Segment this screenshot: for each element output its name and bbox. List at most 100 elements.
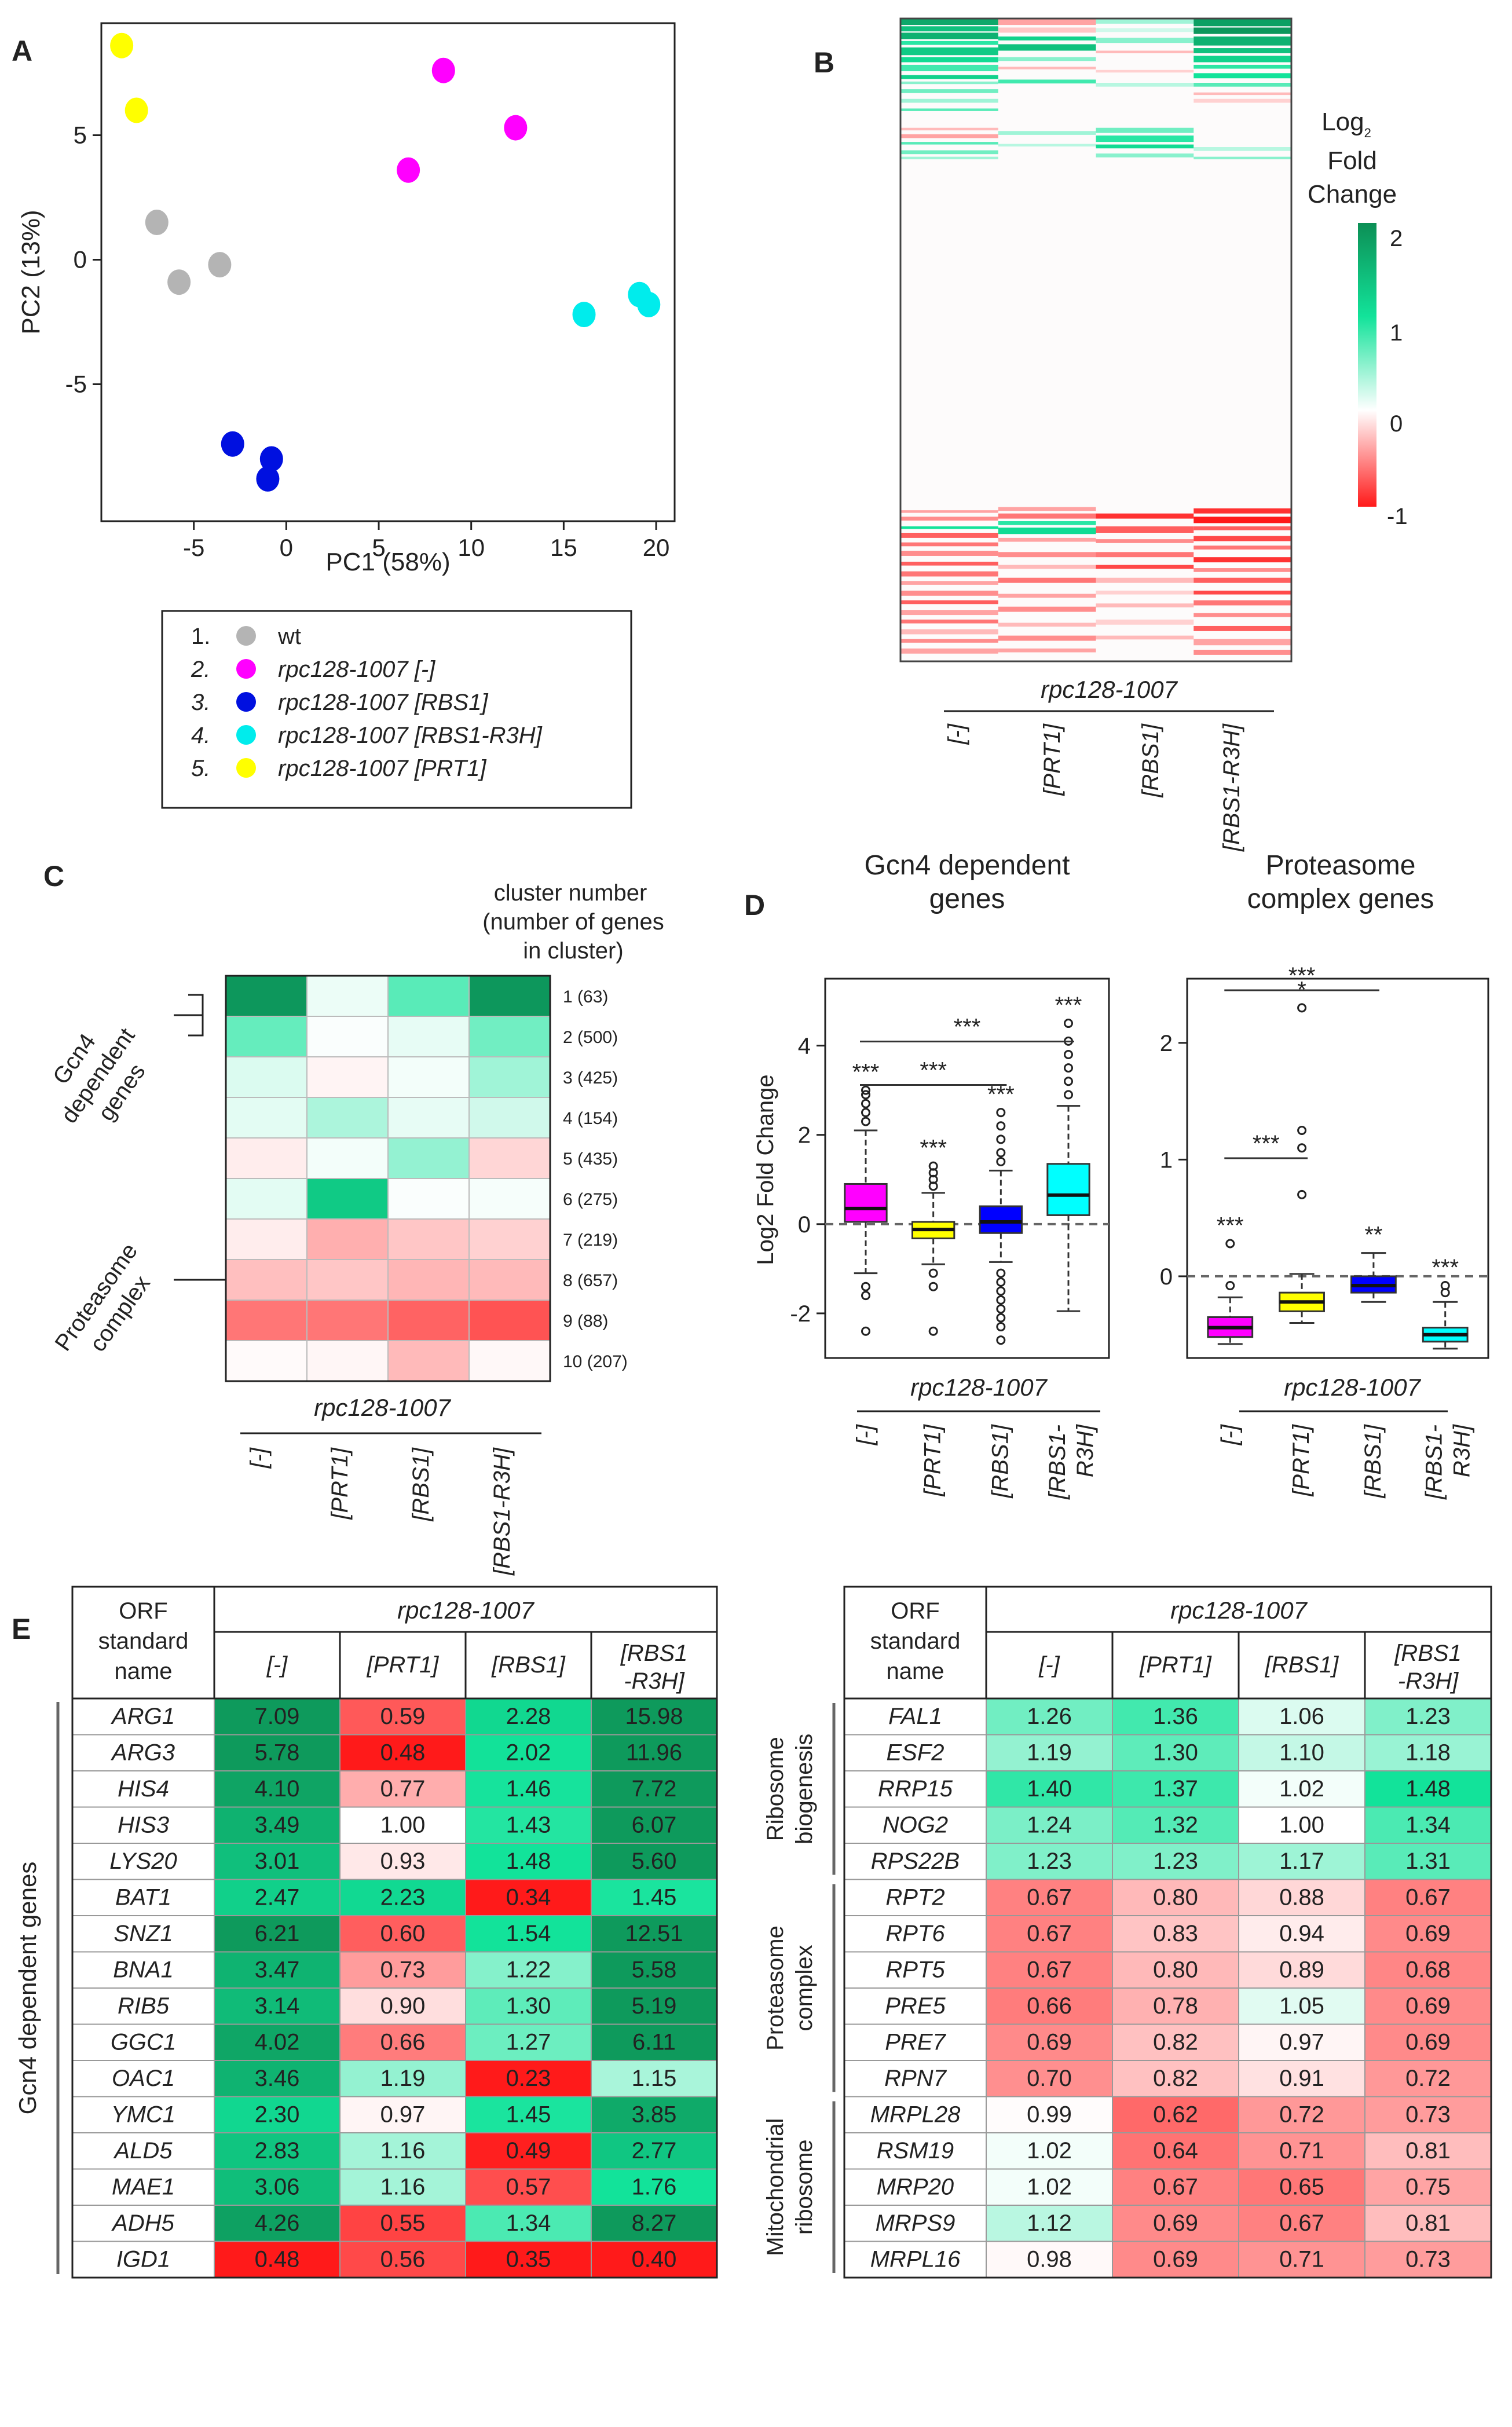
table-right: ORF standard name rpc128-1007 [-] [PRT1] [RBS1…: [763, 1586, 1492, 2279]
table-gene-cell: [72, 1951, 215, 1989]
heatmap-b-cell: [1194, 36, 1291, 46]
boxplot-category-label: [RBS1-: [1045, 1425, 1070, 1500]
boxplot-significance: **: [1364, 1222, 1382, 1248]
pca-point-rpc128-1007: [397, 157, 420, 183]
table-value-cell: [1238, 1951, 1365, 1989]
heatmap-b-cell: [1194, 568, 1291, 572]
panel-d: Gcn4 dependent genes Proteasome complex …: [753, 850, 1489, 1500]
table-value: 0.69: [1027, 2030, 1072, 2055]
boxplot-outlier: [861, 1085, 870, 1095]
legend-marker: [236, 626, 256, 646]
heatmap-b-cell: [900, 81, 998, 85]
table-gene-arg1: ARG1: [111, 1704, 175, 1729]
heatmap-b-cell: [1194, 19, 1291, 27]
heatmap-b-cell: [998, 528, 1096, 535]
table-value-cell: [465, 2241, 592, 2278]
boxplot-y-label: Log2 Fold Change: [753, 1074, 778, 1265]
cluster-label: 1 (63): [563, 987, 608, 1006]
boxplot-gcn4-title-2: genes: [929, 884, 1005, 914]
panel-b: Log2 Fold Change 2 1 0 -1 rpc128-1007 [-…: [899, 17, 1408, 852]
table-value: 0.69: [1153, 2247, 1198, 2272]
table-value: 1.02: [1027, 2175, 1072, 2200]
table-value-cell: [214, 1987, 341, 2025]
cluster-cell: [387, 1178, 470, 1220]
boxplot-category-label: R3H]: [1072, 1424, 1098, 1477]
panel-label-a: A: [12, 35, 32, 67]
heatmap-b-cell: [1096, 144, 1194, 149]
table-gene-rpt6: RPT6: [885, 1921, 945, 1946]
table-gene-bna1: BNA1: [113, 1957, 174, 1983]
table-gene-cell: [844, 1843, 987, 1880]
table-group-header: rpc128-1007: [1170, 1597, 1308, 1624]
table-gene-rps22b: RPS22B: [871, 1848, 960, 1874]
boxplot-category-label: [RBS1]: [987, 1424, 1013, 1499]
boxplot-outlier: [1064, 1050, 1073, 1059]
table-value: 1.00: [380, 1813, 426, 1838]
table-value: 0.91: [1279, 2066, 1324, 2091]
heatmap-b-cell: [900, 629, 998, 635]
cluster-cell: [387, 1097, 470, 1139]
boxplot-category-label: [RBS1]: [1360, 1424, 1386, 1499]
table-value-cell: [1112, 1734, 1239, 1771]
table-value: 0.82: [1153, 2030, 1198, 2055]
table-value: 1.02: [1279, 1776, 1324, 1802]
boxplot-outlier: [996, 1335, 1006, 1345]
table-col-header: [PRT1]: [1139, 1652, 1212, 1678]
cluster-cell: [306, 1340, 389, 1382]
heatmap-b-cell: [900, 98, 998, 103]
table-value: 4.02: [255, 2030, 300, 2055]
table-gene-ggc1: GGC1: [111, 2030, 176, 2055]
table-value: 1.32: [1153, 1813, 1198, 1838]
heatmap-b-cell: [1096, 69, 1194, 73]
table-gene-fal1: FAL1: [888, 1704, 942, 1729]
pca-y-tick-label: 0: [74, 246, 87, 273]
heatmap-b-cell: [1194, 600, 1291, 606]
table-value-cell: [465, 1843, 592, 1880]
boxplot-outlier: [861, 1099, 870, 1108]
table-value: 0.70: [1027, 2066, 1072, 2091]
boxplot-category-label: [-]: [852, 1424, 878, 1445]
legend-label-rpc128-1007-rbs1: rpc128-1007 [RBS1]: [278, 690, 488, 715]
heatmap-b-cell: [1096, 136, 1194, 142]
table-col-header: -R3H]: [1398, 1668, 1459, 1694]
boxplot-outlier: [1225, 1281, 1235, 1291]
table-value: 0.67: [1027, 1885, 1072, 1910]
heatmap-b-group-label: rpc128-1007: [1041, 676, 1178, 703]
table-value-cell: [1112, 2096, 1239, 2133]
colorbar-title-log: Log2: [1321, 108, 1371, 140]
heatmap-b-cell: [1194, 56, 1291, 63]
table-gene-rib5: RIB5: [118, 1993, 170, 2019]
heatmap-b-cell: [900, 142, 998, 145]
boxplot-significance: ***: [1217, 1213, 1244, 1238]
boxplot-significance: ***: [1432, 1255, 1459, 1280]
legend-marker: [236, 692, 256, 712]
heatmap-b-cell: [1194, 27, 1291, 34]
cluster-cell: [225, 1097, 307, 1139]
pca-point-rpc128-1007: [431, 57, 455, 83]
table-value-cell: [591, 1770, 717, 1808]
table-value-cell: [1238, 2096, 1365, 2133]
cluster-cell: [306, 975, 389, 1017]
table-gene-rrp15: RRP15: [878, 1776, 953, 1802]
table-value: 2.77: [632, 2138, 677, 2164]
table-section-label: ribosome: [792, 2139, 817, 2235]
heatmap-b-col-1: [-]: [944, 723, 969, 745]
table-gene-cell: [72, 2241, 215, 2278]
boxplot-comparison-label: ***: [920, 1058, 947, 1083]
legend-label-rpc128-1007-prt1: rpc128-1007 [PRT1]: [278, 756, 486, 781]
table-value: 1.17: [1279, 1848, 1324, 1874]
table-gene-mrpl16: MRPL16: [870, 2247, 961, 2272]
heatmap-b-cell: [1194, 73, 1291, 79]
cluster-cell: [468, 975, 551, 1017]
table-value: 3.14: [255, 1993, 300, 2019]
pca-legend: 1. wt 2. rpc128-1007 [-] 3. rpc128-1007 [RBS1…: [191, 624, 543, 781]
table-value-cell: [465, 1734, 592, 1771]
table-value: 0.72: [1279, 2102, 1324, 2128]
cluster-cell: [306, 1137, 389, 1179]
table-gene-esf2: ESF2: [886, 1740, 944, 1766]
heatmap-b-cell: [900, 581, 998, 585]
boxplot-outlier: [996, 1322, 1006, 1332]
boxplot-outlier: [996, 1121, 1006, 1131]
table-value: 1.12: [1027, 2210, 1072, 2236]
boxplot-outlier: [928, 1161, 938, 1171]
